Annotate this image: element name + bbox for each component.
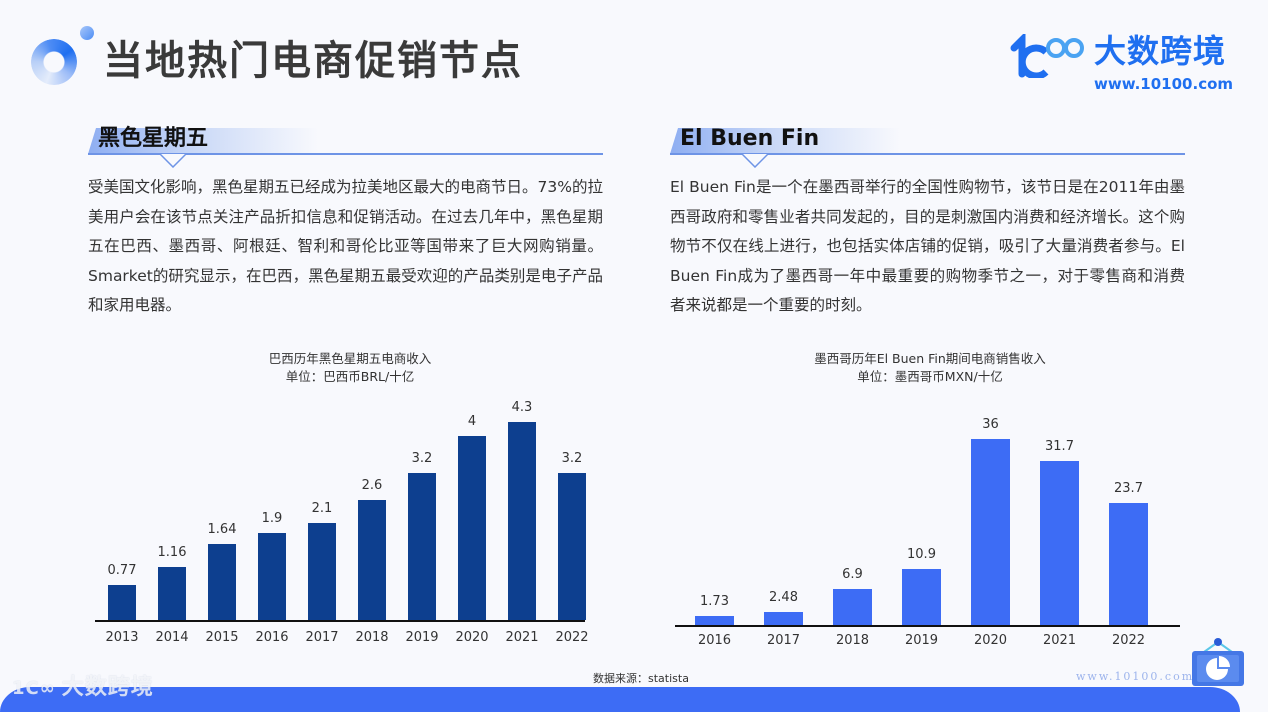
x-tick-label: 2022 [1111, 633, 1146, 648]
bar-value-label: 10.9 [907, 546, 936, 562]
x-tick-label: 2017 [766, 633, 801, 648]
chart-subtitle: 单位：墨西哥币MXN/十亿 [857, 369, 1003, 384]
footer-logo-icon: 1C∞ [12, 678, 56, 699]
section-banner [670, 128, 900, 154]
section-el-buen-fin: El Buen Fin El Buen Fin是一个在墨西哥举行的全国性购物节，… [670, 125, 1185, 321]
section-header: El Buen Fin [670, 125, 1185, 168]
brand-url: www.10100.com [1094, 75, 1234, 93]
bar-2022 [558, 472, 586, 620]
chart-title: 巴西历年黑色星期五电商收入 [268, 351, 432, 366]
section-divider [88, 153, 603, 155]
x-tick-label: 2020 [973, 633, 1008, 648]
logo-dot-icon [80, 26, 94, 40]
section-black-friday: 黑色星期五 受美国文化影响，黑色星期五已经成为拉美地区最大的电商节日。73%的拉… [88, 125, 603, 321]
bar-value-label: 4 [467, 413, 477, 429]
section-banner [88, 128, 318, 154]
x-tick-label: 2016 [255, 630, 289, 645]
page-title: 当地热门电商促销节点 [103, 38, 523, 84]
plot-area: 0.77 1.16 1.64 1.9 2.1 2.6 3.2 4 4.3 3.2 [95, 400, 586, 620]
10100-logo-icon [1010, 34, 1084, 78]
plot-area: 1.73 2.48 6.9 10.9 36 31.7 23.7 [675, 417, 1180, 625]
x-tick-label: 2016 [697, 633, 732, 648]
x-tick-label: 2014 [155, 630, 189, 645]
bar-2017 [764, 612, 803, 625]
notch-down-icon [160, 154, 186, 168]
x-tick-label: 2020 [455, 630, 489, 645]
bar-value-label: 1.64 [207, 522, 237, 538]
x-axis-line [675, 625, 1180, 627]
bar-2019 [408, 472, 436, 620]
x-tick-label: 2018 [355, 630, 389, 645]
bar-2018 [833, 589, 872, 625]
bar-2020 [458, 435, 486, 620]
x-tick-label: 2019 [904, 633, 939, 648]
chart-mexico-el-buen-fin: 墨西哥历年El Buen Fin期间电商销售收入 单位：墨西哥币MXN/十亿 1… [675, 350, 1185, 655]
x-tick-label: 2021 [505, 630, 539, 645]
bar-value-label: 6.9 [842, 567, 863, 583]
x-tick-label: 2017 [305, 630, 339, 645]
bar-2021 [508, 422, 536, 620]
notch-down-icon [742, 154, 768, 168]
chart-title: 墨西哥历年El Buen Fin期间电商销售收入 [814, 351, 1046, 366]
bar-value-label: 3.2 [561, 450, 583, 466]
bar-2016 [695, 616, 734, 625]
x-axis-line [95, 620, 585, 622]
bar-value-label: 1.73 [700, 594, 729, 610]
bar-value-label: 2.1 [311, 501, 333, 517]
section-body: El Buen Fin是一个在墨西哥举行的全国性购物节，该节日是在2011年由墨… [670, 178, 1185, 314]
bar-value-label: 1.9 [261, 510, 283, 526]
footer-watermark-logo: 1C∞ 大数跨境 [12, 673, 154, 704]
bar-2013 [108, 584, 136, 620]
x-tick-label: 2019 [405, 630, 439, 645]
bar-2015 [208, 544, 236, 620]
section-divider [670, 153, 1185, 155]
ring-logo-icon [31, 39, 77, 85]
section-title: 黑色星期五 [98, 126, 209, 151]
bar-2022 [1109, 502, 1148, 625]
bar-value-label: 31.7 [1045, 439, 1074, 455]
bar-value-label: 2.48 [769, 590, 798, 606]
section-body: 受美国文化影响，黑色星期五已经成为拉美地区最大的电商节日。73%的拉美用户会在该… [88, 178, 603, 314]
bar-2018 [358, 500, 386, 620]
bar-value-label: 4.3 [511, 400, 533, 415]
bar-2016 [258, 532, 286, 620]
brand-name: 大数跨境 [1094, 32, 1227, 70]
bar-value-label: 1.16 [157, 544, 187, 560]
x-tick-label: 2022 [555, 630, 589, 645]
bar-2017 [308, 523, 336, 620]
bar-value-label: 23.7 [1114, 480, 1143, 496]
x-tick-label: 2018 [835, 633, 870, 648]
section-header: 黑色星期五 [88, 125, 603, 168]
bar-2020 [971, 439, 1010, 625]
x-tick-label: 2021 [1042, 633, 1077, 648]
data-source: 数据来源：statista [593, 672, 689, 685]
bar-value-label: 2.6 [361, 478, 383, 494]
bar-value-label: 3.2 [411, 450, 433, 466]
bar-2021 [1040, 461, 1079, 625]
bar-value-label: 36 [982, 417, 999, 432]
x-tick-label: 2013 [105, 630, 139, 645]
chart-subtitle: 单位：巴西币BRL/十亿 [285, 369, 415, 384]
x-tick-label: 2015 [205, 630, 239, 645]
footer-brand-name: 大数跨境 [61, 675, 154, 700]
chart-brazil-black-friday: 巴西历年黑色星期五电商收入 单位：巴西币BRL/十亿 0.77 1.16 1.64 1… [95, 350, 605, 650]
bar-2014 [158, 566, 186, 620]
brand-logo: 大数跨境 www.10100.com [1010, 30, 1238, 100]
footer-url: www.10100.com [1076, 670, 1195, 683]
bar-2019 [902, 568, 941, 625]
presentation-chart-icon [1192, 638, 1244, 686]
section-title: El Buen Fin [680, 126, 820, 151]
bar-value-label: 0.77 [107, 562, 137, 578]
footer-band [0, 687, 1240, 712]
